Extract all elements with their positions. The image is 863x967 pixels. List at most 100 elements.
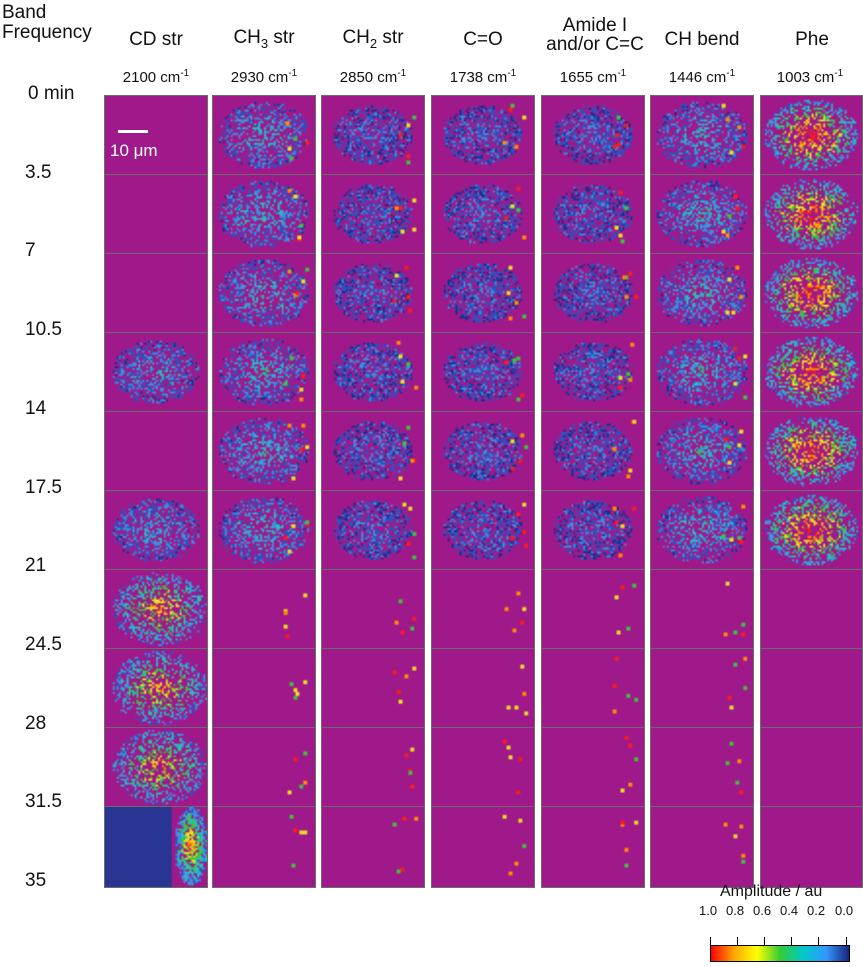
freq-1738-sup: -1 [507,68,517,79]
spectral-image [432,807,534,887]
col-title-ch3-end: str [268,27,295,48]
spectral-image [761,412,862,492]
col-title-ch2-main: CH [342,27,370,48]
spectral-image [542,333,644,413]
spectral-image [651,412,753,492]
colorbar-tick-mark [791,937,792,945]
spectral-image-panel [321,490,425,572]
col-title-ch2-end: str [377,27,404,48]
spectral-image-panel [650,253,754,335]
spectral-image [432,175,534,255]
spectral-image [213,649,315,729]
spectral-image-panel [431,332,535,414]
spectral-image [651,570,753,650]
spectral-image [761,175,862,255]
spectral-image [105,491,207,571]
col-title-ch3-str: CH3 str [212,28,316,50]
spectral-image-panel [541,490,645,572]
spectral-image [432,412,534,492]
spectral-image-panel [104,95,208,177]
freq-2100-text: 2100 cm [122,69,181,86]
spectral-image [105,333,207,413]
spectral-image-panel [104,332,208,414]
freq-1738-text: 1738 cm [449,69,508,86]
spectral-image-panel [212,411,316,493]
col-title-ch2-sub: 2 [369,35,378,51]
spectral-image-panel [650,95,754,177]
col-title-amide: Amide I and/or C=C [535,16,655,54]
spectral-image-panel [541,648,645,730]
colorbar-tick-label: 0.0 [835,903,854,918]
col-title-ch3-sub: 3 [260,35,269,51]
colorbar-tick-label: 0.2 [807,903,826,918]
col-title-ch2-str: CH2 str [321,28,425,50]
spectral-image-panel [541,727,645,809]
colorbar-tick-mark [710,937,711,945]
spectral-image [651,96,753,176]
spectral-image-panel [212,490,316,572]
spectral-image-panel [541,569,645,651]
spectral-image [651,333,753,413]
spectral-image [542,96,644,176]
spectral-image [322,570,424,650]
spectral-image [213,333,315,413]
spectral-image-panel [541,411,645,493]
spectral-image [322,649,424,729]
colorbar-tick-label: 0.8 [726,903,745,918]
spectral-image [432,254,534,334]
spectral-image-panel [321,174,425,256]
spectral-image-panel [104,648,208,730]
time-label-0: 0 min [28,83,75,104]
spectral-image [651,254,753,334]
col-title-phe: Phe [795,29,829,50]
spectral-image-panel [212,569,316,651]
spectral-image-panel [541,806,645,888]
spectral-image [432,491,534,571]
spectral-image [213,175,315,255]
spectral-image-panel [431,95,535,177]
row-header-frequency: Frequency [2,22,92,43]
spectral-image [322,807,424,887]
freq-2100: 2100 cm-1 [104,68,208,86]
spectral-image [542,807,644,887]
colorbar-tick-mark [737,937,738,945]
spectral-image [322,254,424,334]
scale-bar-label: 10 μm [110,141,158,160]
freq-2100-sup: -1 [180,68,190,79]
spectral-image-panel [650,569,754,651]
spectral-image [761,649,862,729]
time-label-9: 31.5 [25,791,62,812]
spectral-image-panel [212,174,316,256]
freq-2850-text: 2850 cm [339,69,398,86]
spectral-image-panel [321,332,425,414]
spectral-image [761,333,862,413]
colorbar-tick-mark [846,937,847,945]
col-title-amide-line1: Amide I [562,15,628,36]
freq-1446-text: 1446 cm [668,69,727,86]
spectral-image [322,333,424,413]
freq-2850: 2850 cm-1 [321,68,425,86]
time-label-10: 35 [25,870,47,891]
col-title-ch3-main: CH [233,27,261,48]
freq-1003-sup: -1 [834,68,844,79]
spectral-image [542,254,644,334]
spectral-image-panel [212,806,316,888]
spectral-image [105,570,207,650]
spectral-image-panel [321,727,425,809]
spectral-image-panel [104,490,208,572]
spectral-image-panel [104,806,208,888]
spectral-image-panel [321,411,425,493]
spectral-image-panel [760,95,863,177]
time-label-2: 7 [25,240,36,261]
colorbar-title: Amplitude / au [720,883,823,900]
spectral-image [761,570,862,650]
spectral-image [322,491,424,571]
freq-2930-sup: -1 [288,68,298,79]
spectral-image-panel [104,727,208,809]
spectral-image [105,254,207,334]
scale-bar [118,130,148,133]
spectral-image [213,807,315,887]
spectral-image-panel [321,648,425,730]
spectral-image-panel [212,95,316,177]
spectral-image [651,649,753,729]
